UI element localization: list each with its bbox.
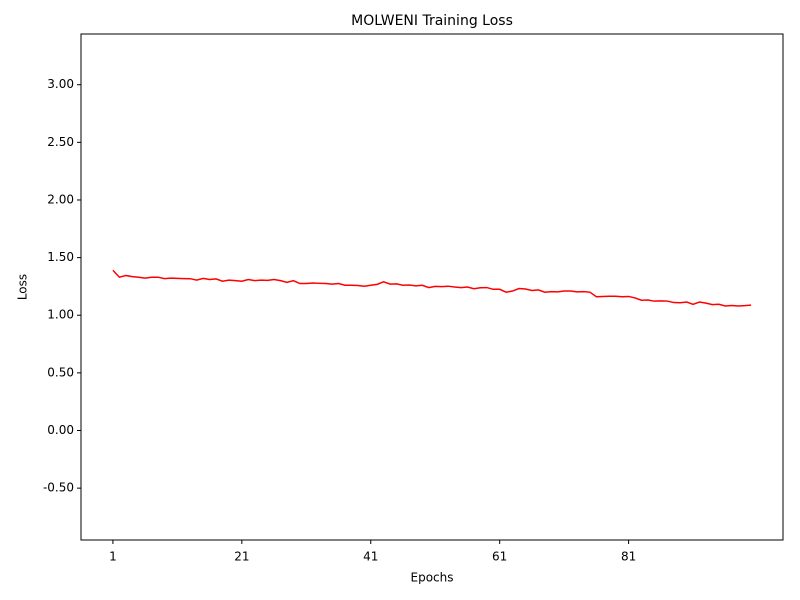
y-tick-label: 3.00 — [47, 77, 74, 91]
y-tick-label: 1.50 — [47, 250, 74, 264]
x-tick-label: 61 — [492, 550, 507, 564]
x-tick-label: 81 — [621, 550, 636, 564]
y-tick-label: 0.50 — [47, 365, 74, 379]
chart-title: MOLWENI Training Loss — [351, 13, 513, 29]
x-axis-label: Epochs — [411, 571, 454, 585]
y-tick-label: 2.00 — [47, 192, 74, 206]
plot-frame — [80, 33, 784, 541]
loss-line — [112, 269, 752, 307]
x-tick-label: 41 — [363, 550, 378, 564]
y-axis-label: Loss — [16, 274, 30, 300]
y-tick-label: -0.50 — [43, 481, 74, 495]
y-tick-label: 0.00 — [47, 423, 74, 437]
y-tick-label: 1.00 — [47, 308, 74, 322]
x-tick-label: 1 — [109, 550, 117, 564]
y-tick-label: 2.50 — [47, 135, 74, 149]
x-tick-label: 21 — [234, 550, 249, 564]
